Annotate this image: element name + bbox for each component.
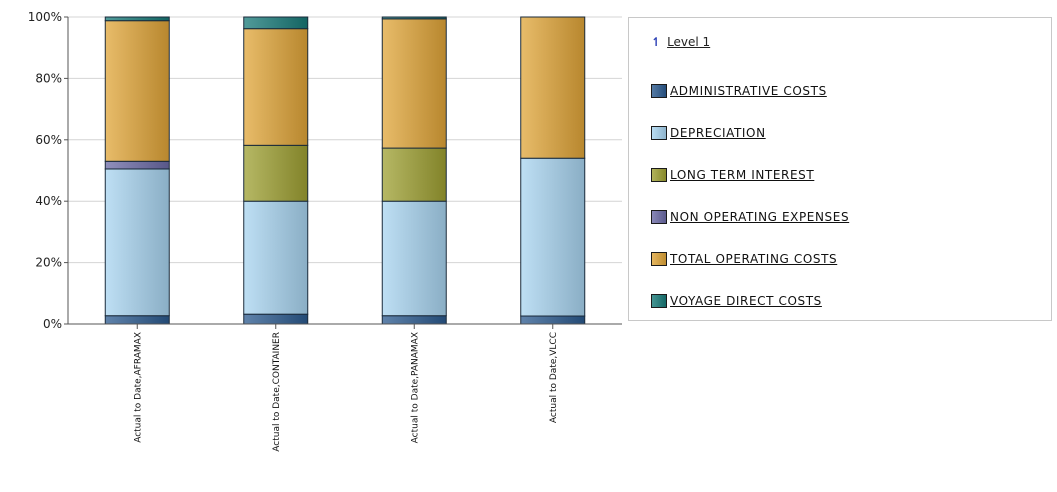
legend-item-voyage-direct-costs[interactable]: VOYAGE DIRECT COSTS xyxy=(651,293,822,309)
bar-segment-administrative-costs[interactable] xyxy=(243,313,309,325)
bar-segment-non-operating-expenses[interactable] xyxy=(104,160,170,170)
bar-segment-administrative-costs[interactable] xyxy=(104,315,170,325)
x-category-label: Actual to Date,AFRAMAX xyxy=(133,332,143,443)
bar-segment-total-operating-costs[interactable] xyxy=(104,20,170,162)
bar-segment-depreciation[interactable] xyxy=(381,200,447,317)
bar-segment-voyage-direct-costs[interactable] xyxy=(381,16,447,20)
legend-item-long-term-interest[interactable]: LONG TERM INTEREST xyxy=(651,167,814,183)
legend-label[interactable]: NON OPERATING EXPENSES xyxy=(670,210,850,224)
legend-item-depreciation[interactable]: DEPRECIATION xyxy=(651,125,766,141)
x-category-label: Actual to Date,CONTAINER xyxy=(272,332,282,452)
legend-level-up-link[interactable]: ↿ Level 1 xyxy=(651,35,711,49)
legend-swatch xyxy=(651,84,667,98)
bar-segment-depreciation[interactable] xyxy=(104,168,170,317)
bar-segment-long-term-interest[interactable] xyxy=(381,147,447,202)
bar-segment-administrative-costs[interactable] xyxy=(520,315,586,325)
legend-item-total-operating-costs[interactable]: TOTAL OPERATING COSTS xyxy=(651,251,837,267)
x-category-label: Actual to Date,VLCC xyxy=(549,332,559,423)
bar-segment-administrative-costs[interactable] xyxy=(381,315,447,325)
legend-swatch xyxy=(651,294,667,308)
legend-label[interactable]: DEPRECIATION xyxy=(670,126,766,140)
y-tick-label: 60% xyxy=(35,133,62,147)
up-arrow-icon: ↿ xyxy=(651,35,662,49)
bar-segment-total-operating-costs[interactable] xyxy=(243,28,309,146)
legend: ↿ Level 1 ADMINISTRATIVE COSTS DEPRECIATIO… xyxy=(628,17,1052,321)
legend-swatch xyxy=(651,210,667,224)
y-tick-label: 0% xyxy=(43,317,62,331)
legend-swatch xyxy=(651,252,667,266)
bar-segment-voyage-direct-costs[interactable] xyxy=(243,16,309,30)
bar-segment-depreciation[interactable] xyxy=(520,157,586,317)
bar-segment-total-operating-costs[interactable] xyxy=(520,16,586,159)
bar-segment-total-operating-costs[interactable] xyxy=(381,18,447,149)
legend-item-non-operating-expenses[interactable]: NON OPERATING EXPENSES xyxy=(651,209,849,225)
legend-label[interactable]: LONG TERM INTEREST xyxy=(670,168,815,182)
legend-label[interactable]: TOTAL OPERATING COSTS xyxy=(670,252,838,266)
bar-segment-voyage-direct-costs[interactable] xyxy=(104,16,170,22)
y-tick-label: 100% xyxy=(28,10,62,24)
y-tick-label: 40% xyxy=(35,194,62,208)
legend-label[interactable]: VOYAGE DIRECT COSTS xyxy=(670,294,822,308)
legend-label[interactable]: ADMINISTRATIVE COSTS xyxy=(670,84,827,98)
bar-segment-depreciation[interactable] xyxy=(243,200,309,315)
y-tick-label: 20% xyxy=(35,256,62,270)
legend-swatch xyxy=(651,168,667,182)
x-category-label: Actual to Date,PANAMAX xyxy=(410,332,420,443)
legend-item-administrative-costs[interactable]: ADMINISTRATIVE COSTS xyxy=(651,83,827,99)
y-tick-label: 80% xyxy=(35,71,62,85)
bar-segment-long-term-interest[interactable] xyxy=(243,144,309,202)
legend-swatch xyxy=(651,126,667,140)
